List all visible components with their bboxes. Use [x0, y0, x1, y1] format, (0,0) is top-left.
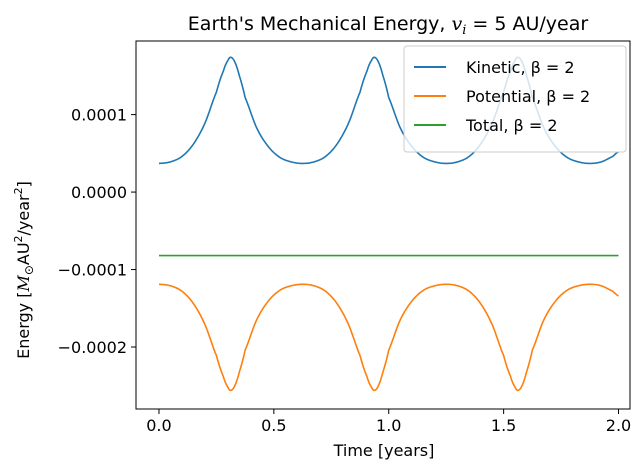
legend: Kinetic, β = 2 Potential, β = 2 Total, β =…	[403, 45, 627, 153]
x-tick-label: 2.0	[606, 416, 631, 435]
y-tick-label: 0.0000	[71, 183, 127, 202]
legend-label-0: Kinetic, β = 2	[466, 58, 575, 77]
x-tick-label: 1.0	[376, 416, 401, 435]
y-axis-label: Energy [M⊙AU2/year2]	[12, 181, 36, 359]
legend-box	[403, 45, 627, 153]
legend-label-1: Potential, β = 2	[466, 87, 590, 106]
series-line-1	[158, 283, 619, 392]
x-tick-label: 1.5	[491, 416, 516, 435]
ticks-layer: 0.0 0.5 1.0 1.5 2.0 −0.0002 −0.0001 0.0000 0.000…	[58, 106, 632, 435]
y-tick-label: −0.0001	[58, 261, 127, 280]
y-tick-label: 0.0001	[71, 106, 127, 125]
x-tick-label: 0.5	[261, 416, 286, 435]
y-tick-label: −0.0002	[58, 338, 127, 357]
legend-label-2: Total, β = 2	[465, 116, 558, 135]
chart-title: Earth's Mechanical Energy, vi = 5 AU/yea…	[188, 13, 589, 38]
x-tick-label: 0.0	[146, 416, 171, 435]
x-axis-label: Time [years]	[333, 441, 435, 460]
plot-frame	[135, 40, 631, 410]
